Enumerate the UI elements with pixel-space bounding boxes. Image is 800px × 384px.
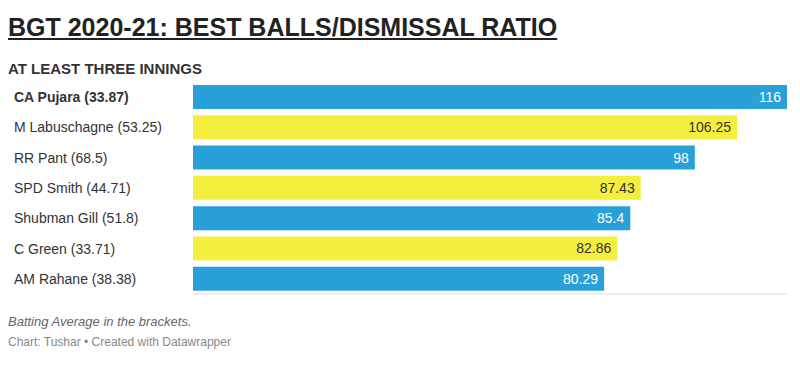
svg-text:C Green (33.71): C Green (33.71) — [14, 241, 115, 257]
svg-text:RR Pant (68.5): RR Pant (68.5) — [14, 150, 107, 166]
svg-text:82.86: 82.86 — [576, 240, 611, 256]
svg-text:87.43: 87.43 — [600, 180, 635, 196]
svg-text:85.4: 85.4 — [597, 210, 624, 226]
svg-text:AM Rahane (38.38): AM Rahane (38.38) — [14, 271, 136, 287]
svg-text:98: 98 — [673, 150, 689, 166]
svg-text:CA Pujara (33.87): CA Pujara (33.87) — [14, 89, 129, 105]
svg-text:106.25: 106.25 — [688, 119, 731, 135]
svg-text:80.29: 80.29 — [563, 271, 598, 287]
html-text:Chart: Tushar • Created with D: Chart: Tushar • Created with Datawrapper — [8, 335, 231, 349]
svg-text:Shubman Gill (51.8): Shubman Gill (51.8) — [14, 210, 139, 226]
html-text:BGT 2020-21: BEST BALLS/DISMIS: BGT 2020-21: BEST BALLS/DISMISSAL RATIO — [8, 13, 558, 41]
html-text:AT LEAST THREE INNINGS: AT LEAST THREE INNINGS — [8, 60, 202, 77]
html-text:Batting Average in the bracket: Batting Average in the brackets. — [8, 314, 192, 329]
svg-text:116: 116 — [759, 89, 782, 105]
svg-text:SPD Smith (44.71): SPD Smith (44.71) — [14, 180, 131, 196]
svg-text:M Labuschagne (53.25): M Labuschagne (53.25) — [14, 119, 162, 135]
